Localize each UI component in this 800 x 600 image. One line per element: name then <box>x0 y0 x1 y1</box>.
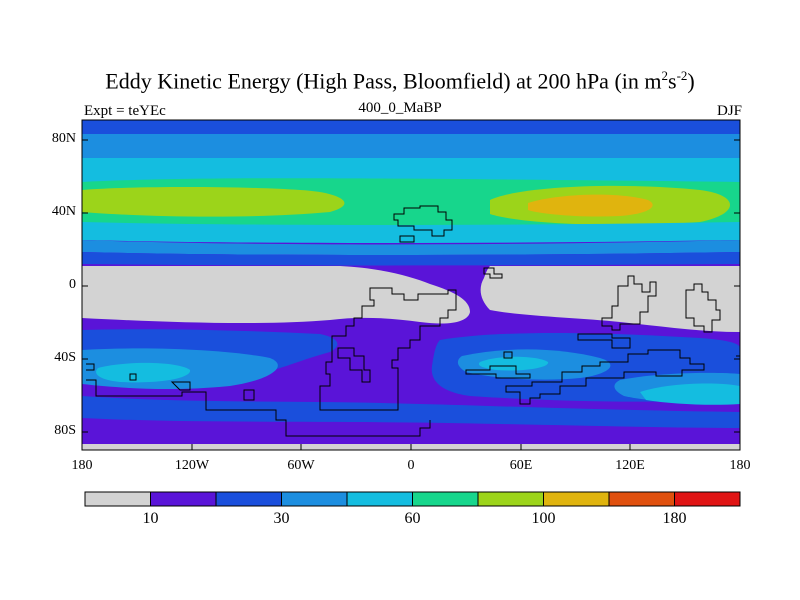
x-tick-label: 120E <box>615 458 645 473</box>
x-tick-label: 0 <box>407 458 415 473</box>
contour-band <box>528 194 653 217</box>
contour-band <box>82 187 345 217</box>
contour-band <box>82 266 470 324</box>
x-tick-label: 120W <box>174 458 210 473</box>
y-tick-label: 40S <box>54 350 76 365</box>
colorbar-swatch <box>346 491 413 507</box>
colorbar-tick-label: 60 <box>404 510 421 527</box>
contour-band <box>82 252 740 266</box>
colorbar-swatch <box>84 491 151 507</box>
colorbar-tick-label: 30 <box>273 510 290 527</box>
colorbar-tick-label: 180 <box>662 510 687 527</box>
colorbar-swatch <box>215 491 282 507</box>
x-tick-label: 60E <box>509 458 533 473</box>
y-tick-label: 40N <box>51 204 76 219</box>
contour-band <box>82 222 740 243</box>
contour-band <box>480 266 740 332</box>
contour-field <box>82 120 740 450</box>
page-title: Eddy Kinetic Energy (High Pass, Bloomfie… <box>105 68 695 94</box>
season-label: DJF <box>716 103 742 119</box>
colorbar-swatch <box>150 491 217 507</box>
x-tick-label: 180 <box>71 458 93 473</box>
colorbar-swatch <box>281 491 348 507</box>
colorbar-swatch <box>674 491 741 507</box>
colorbar-tick-label: 10 <box>142 510 159 527</box>
contour-band <box>82 158 740 182</box>
subtitle: 400_0_MaBP <box>358 100 442 116</box>
contour-band <box>478 356 549 371</box>
colorbar <box>84 491 741 507</box>
colorbar-tick-label: 100 <box>531 510 556 527</box>
colorbar-swatch <box>412 491 479 507</box>
contour-band <box>82 120 740 134</box>
x-tick-label: 60W <box>287 458 315 473</box>
axis-ticks <box>82 139 740 450</box>
coastline-outline <box>86 205 740 437</box>
contour-band <box>82 240 740 255</box>
experiment-label: Expt = teYEc <box>84 103 166 119</box>
colorbar-swatch <box>608 491 675 507</box>
contour-band <box>640 383 740 405</box>
y-tick-label: 80N <box>51 131 76 146</box>
contour-band <box>82 134 740 158</box>
contour-band <box>96 362 191 383</box>
colorbar-swatch <box>477 491 544 507</box>
colorbar-swatch <box>543 491 610 507</box>
x-tick-label: 180 <box>729 458 751 473</box>
contour-band <box>82 418 740 445</box>
y-tick-label: 80S <box>54 423 76 438</box>
y-tick-label: 0 <box>69 277 76 292</box>
